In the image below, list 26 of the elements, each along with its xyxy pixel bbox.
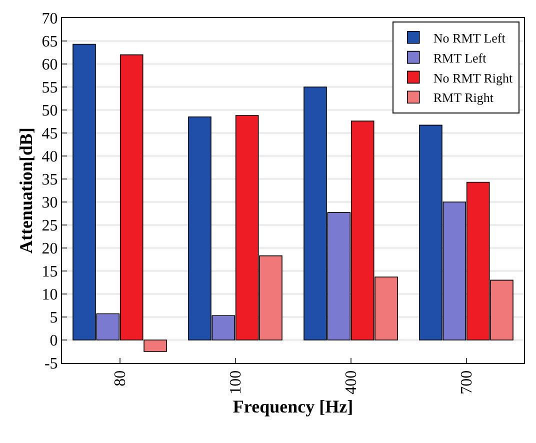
y-tick-label: 55 [42,80,58,97]
y-tick-label: 10 [42,286,58,304]
legend-label: No RMT Left [433,30,506,46]
legend-label: RMT Left [433,50,487,66]
x-tick-label: 80 [112,370,129,386]
legend-label: RMT Right [433,90,494,106]
y-tick-label: 60 [42,56,58,74]
y-tick-label: 45 [42,126,58,143]
y-tick-label: 30 [42,194,58,212]
y-tick-label: 15 [42,264,58,281]
x-tick-label: 400 [342,370,360,394]
y-tick-label: 35 [42,172,58,189]
x-axis-title: Frequency [Hz] [232,396,354,416]
y-tick-label: 0 [50,332,58,350]
y-tick-label: 50 [42,102,58,120]
y-tick-label: 25 [42,218,58,235]
y-tick-label: 70 [42,10,58,28]
y-tick-label: 65 [42,34,58,51]
y-tick-label: -5 [44,356,58,373]
x-tick-label: 700 [458,370,476,394]
legend-label: No RMT Right [433,70,513,86]
y-tick-label: 40 [42,148,58,166]
y-tick-label: 20 [42,240,58,258]
x-tick-label: 100 [227,370,244,394]
y-axis-title: Attenuation[dB] [16,127,36,254]
y-tick-label: 5 [50,310,58,327]
